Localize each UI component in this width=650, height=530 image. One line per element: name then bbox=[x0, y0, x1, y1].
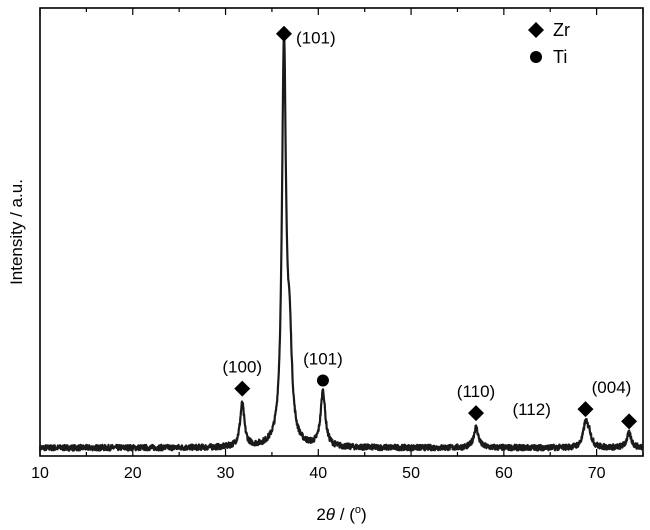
x-tick-label: 10 bbox=[31, 465, 49, 482]
x-tick-label: 20 bbox=[124, 465, 142, 482]
ti-circle-marker bbox=[316, 374, 329, 387]
y-axis-title: Intensity / a.u. bbox=[7, 179, 26, 285]
plot-border bbox=[39, 7, 644, 457]
legend-label: Ti bbox=[553, 47, 567, 67]
x-tick-label: 60 bbox=[495, 465, 513, 482]
x-tick-label: 50 bbox=[402, 465, 420, 482]
x-tick-label: 30 bbox=[217, 465, 235, 482]
legend: Zr Ti bbox=[528, 20, 570, 67]
peak-label: (101) bbox=[296, 29, 336, 48]
plot-frame bbox=[39, 7, 644, 457]
diffraction-trace bbox=[38, 30, 644, 452]
zr-diamond-marker bbox=[234, 380, 251, 397]
zr-diamond-marker bbox=[468, 405, 485, 422]
x-tick-label: 70 bbox=[588, 465, 606, 482]
zr-diamond-marker bbox=[275, 25, 292, 42]
x-axis-ticks: 10 20 30 40 50 60 70 bbox=[31, 8, 644, 482]
peak-label: (112) bbox=[512, 400, 550, 419]
peak-annotations: (100) (101) (101) (110) (004) (112) bbox=[222, 25, 638, 430]
diffraction-trace-layer bbox=[38, 30, 644, 452]
zr-diamond-marker bbox=[621, 413, 638, 430]
legend-zr-marker bbox=[528, 22, 544, 38]
peak-label: (101) bbox=[303, 350, 343, 369]
peak-label: (004) bbox=[592, 378, 632, 397]
x-axis-title: 2θ / (o) bbox=[316, 504, 366, 524]
legend-label: Zr bbox=[553, 20, 570, 40]
peak-label: (110) bbox=[457, 382, 495, 401]
zr-diamond-marker bbox=[577, 401, 594, 418]
peak-label: (100) bbox=[222, 358, 262, 377]
x-tick-label: 40 bbox=[309, 465, 327, 482]
legend-ti-marker bbox=[530, 51, 542, 63]
